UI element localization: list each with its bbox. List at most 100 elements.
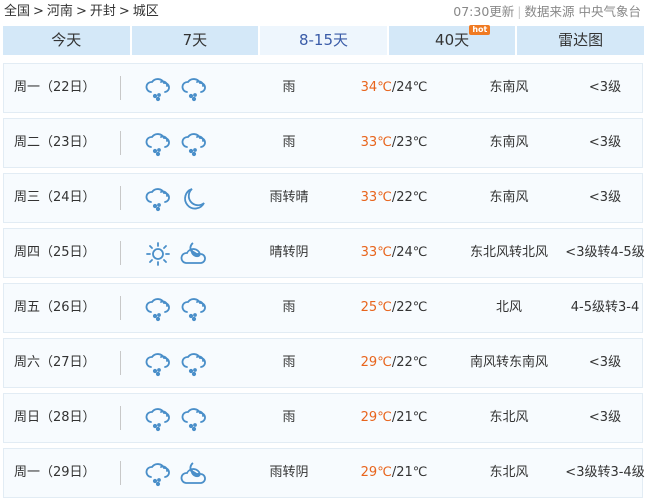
divider [120, 131, 121, 155]
weather-description: 雨转晴 [269, 190, 309, 205]
moon-icon [180, 186, 208, 212]
weather-description: 雨 [282, 80, 296, 95]
weather-icons [144, 351, 208, 377]
high-temp: 33℃ [360, 190, 392, 205]
temperature: 33℃/22℃ [349, 174, 439, 222]
low-temp: /22℃ [391, 190, 428, 205]
weather-icons [144, 461, 208, 487]
separator: > [75, 4, 87, 19]
low-temp: /21℃ [391, 465, 428, 480]
weather-icons [144, 76, 208, 102]
day-label: 周三（24日） [14, 190, 96, 205]
sun-icon [144, 241, 172, 267]
wind-direction: 东南风 [489, 80, 529, 95]
tab-label: 雷达图 [558, 31, 604, 49]
wind-direction: 北风 [495, 300, 522, 315]
divider [120, 461, 121, 485]
weather-description: 晴转阴 [269, 245, 309, 260]
wind-level: <3级转3-4级 [565, 465, 645, 480]
tab-label: 今天 [51, 31, 82, 49]
temperature: 25℃/22℃ [349, 284, 439, 332]
wind-level: <3级 [588, 135, 622, 150]
separator: > [33, 4, 44, 19]
forecast-row: 周三（24日） 雨转晴 33℃/22℃ 东南风 <3级 [3, 173, 643, 223]
rain-icon [144, 406, 172, 432]
high-temp: 33℃ [360, 245, 392, 260]
low-temp: /22℃ [391, 300, 428, 315]
day-label: 周日（28日） [14, 410, 96, 425]
data-source: 数据来源 中央气象台 [524, 4, 641, 19]
tab-40-days[interactable]: 40天 hot [388, 25, 516, 55]
separator: > [118, 4, 130, 19]
update-info: 07:30更新 | 数据来源 中央气象台 [453, 4, 641, 19]
weather-icons [144, 241, 208, 267]
rain-icon [144, 461, 172, 487]
rain-icon [144, 76, 172, 102]
high-temp: 29℃ [360, 355, 392, 370]
low-temp: /23℃ [391, 135, 428, 150]
weather-description: 雨 [282, 355, 296, 370]
weather-icons [144, 406, 208, 432]
rain-icon [180, 76, 208, 102]
weather-icons [144, 131, 208, 157]
divider [120, 406, 121, 430]
update-time: 07:30更新 [453, 4, 515, 19]
forecast-row: 周六（27日） 雨 29℃/22℃ 南风转东南风 <3级 [3, 338, 643, 388]
tab-7-days[interactable]: 7天 [131, 26, 259, 55]
wind-level: <3级 [588, 190, 622, 205]
forecast-row: 周日（28日） 雨 29℃/21℃ 东北风 <3级 [3, 393, 643, 443]
rain-icon [180, 296, 208, 322]
forecast-row: 周一（22日） 雨 34℃/24℃ 东南风 <3级 [3, 63, 643, 113]
weather-icons [144, 186, 208, 212]
wind-direction: 东南风 [489, 190, 529, 205]
weather-description: 雨转阴 [269, 465, 309, 480]
tab-8-15-days[interactable]: 8-15天 [260, 26, 387, 55]
breadcrumb-district: 城区 [132, 4, 159, 19]
divider [120, 186, 121, 210]
wind-level: <3级 [588, 410, 622, 425]
rain-icon [180, 131, 208, 157]
divider [120, 296, 121, 320]
low-temp: /24℃ [391, 245, 428, 260]
low-temp: /21℃ [391, 410, 428, 425]
wind-direction: 东北风转北风 [469, 245, 548, 260]
wind-level: <3级 [588, 80, 622, 95]
tab-label: 40天 [435, 31, 470, 49]
high-temp: 29℃ [360, 465, 392, 480]
high-temp: 29℃ [360, 410, 392, 425]
tab-radar[interactable]: 雷达图 [517, 26, 644, 55]
divider [120, 351, 121, 375]
rain-icon [180, 406, 208, 432]
temperature: 33℃/23℃ [349, 119, 439, 167]
divider [120, 241, 121, 265]
day-label: 周五（26日） [14, 300, 96, 315]
low-temp: /24℃ [391, 80, 428, 95]
day-label: 周六（27日） [14, 355, 96, 370]
weather-description: 雨 [282, 300, 296, 315]
temperature: 33℃/24℃ [349, 229, 439, 277]
rain-icon [144, 131, 172, 157]
tab-today[interactable]: 今天 [3, 26, 130, 55]
breadcrumb-henan[interactable]: 河南 [46, 4, 73, 19]
weather-description: 雨 [282, 410, 296, 425]
forecast-row: 周二（23日） 雨 33℃/23℃ 东南风 <3级 [3, 118, 643, 168]
divider [120, 76, 121, 100]
temperature: 29℃/22℃ [349, 339, 439, 387]
temperature: 29℃/21℃ [349, 394, 439, 442]
breadcrumb-national[interactable]: 全国 [4, 4, 31, 19]
wind-level: 4-5级转3-4 [570, 300, 640, 315]
wind-direction: 东南风 [489, 135, 529, 150]
day-label: 周一（22日） [14, 80, 96, 95]
high-temp: 25℃ [360, 300, 392, 315]
day-label: 周二（23日） [14, 135, 96, 150]
breadcrumb-kaifeng[interactable]: 开封 [89, 4, 116, 19]
hot-badge: hot [469, 25, 491, 35]
high-temp: 34℃ [360, 80, 392, 95]
wind-direction: 东北风 [489, 410, 529, 425]
weather-description: 雨 [282, 135, 296, 150]
rain-icon [144, 351, 172, 377]
day-label: 周一（29日） [14, 465, 96, 480]
temperature: 34℃/24℃ [349, 64, 439, 112]
forecast-row: 周四（25日） 晴转阴 33℃/24℃ 东北风转北风 <3级转4-5级 [3, 228, 645, 278]
rain-icon [180, 351, 208, 377]
